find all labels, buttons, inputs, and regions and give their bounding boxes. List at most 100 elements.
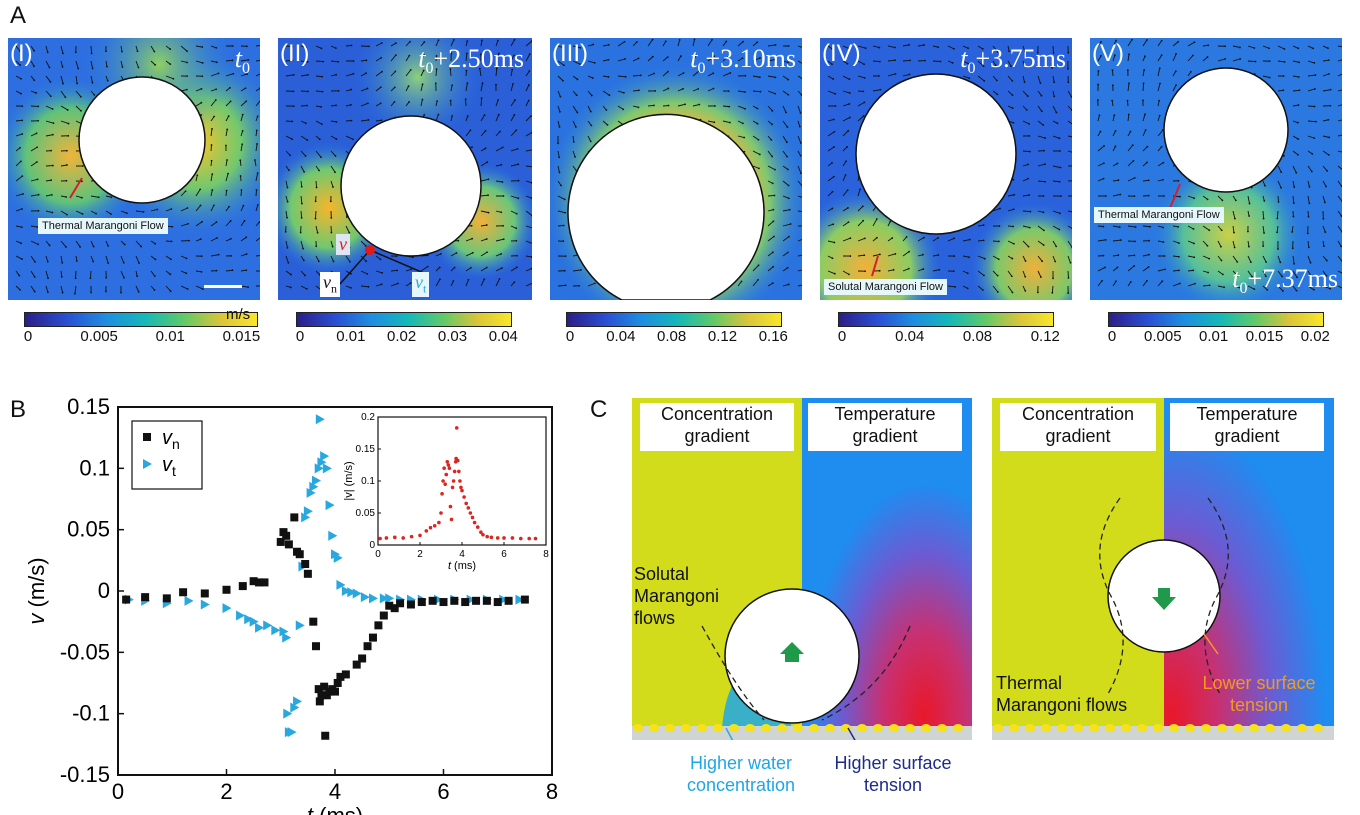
colorbar-tick: 0.005 bbox=[80, 328, 118, 345]
inset-point bbox=[470, 515, 475, 520]
inset-point bbox=[457, 469, 461, 474]
colorbar-1 bbox=[24, 312, 258, 327]
vn-point bbox=[320, 682, 329, 691]
colorbar-unit: m/s bbox=[226, 306, 251, 323]
colorbar-tick: 0.02 bbox=[387, 328, 417, 345]
b-xtick-label: 4 bbox=[329, 779, 341, 804]
panel-c-right-diagram bbox=[992, 398, 1334, 740]
c-left-temperature-header: Temperature gradient bbox=[808, 403, 962, 451]
colorbar-tick: 0.12 bbox=[707, 328, 738, 345]
panel-b-label: B bbox=[10, 396, 27, 423]
vn-point bbox=[417, 598, 426, 607]
vector-vt-label: vt bbox=[412, 272, 430, 297]
b-legend bbox=[131, 420, 203, 490]
panel-c-label: C bbox=[590, 396, 608, 423]
c-right-temperature-header: Temperature gradient bbox=[1170, 403, 1324, 451]
inset-xtick-label: 8 bbox=[543, 549, 549, 560]
vt-point bbox=[368, 593, 378, 604]
inset-point bbox=[442, 466, 446, 470]
inset-point bbox=[401, 536, 406, 540]
colorbar-tick: 0.02 bbox=[1300, 328, 1330, 345]
vt-point bbox=[385, 593, 395, 604]
vn-point bbox=[385, 601, 394, 610]
inset-xtick-label: 0 bbox=[375, 549, 381, 560]
legend-vt-marker bbox=[143, 459, 152, 469]
vt-point bbox=[301, 512, 311, 523]
inset-point bbox=[481, 532, 485, 537]
inset-xtick-label: 6 bbox=[501, 549, 507, 560]
vt-point bbox=[293, 696, 303, 707]
b-ytick-label: 0.15 bbox=[67, 395, 110, 419]
vn-point bbox=[122, 595, 131, 604]
inset-point bbox=[384, 536, 389, 540]
inset-frame bbox=[377, 416, 547, 546]
inset-point bbox=[418, 533, 422, 538]
colorbar-tick: 0.08 bbox=[962, 328, 993, 345]
inset-point bbox=[393, 535, 397, 540]
inset-ytick-label: 0.1 bbox=[361, 476, 375, 487]
vt-point bbox=[295, 620, 305, 631]
callout-thermal-5: Thermal Marangoni Flow bbox=[1094, 207, 1224, 223]
vt-point bbox=[320, 451, 330, 462]
c-left-solutal-label: Solutal Marangoni flows bbox=[634, 564, 720, 628]
inset-point bbox=[432, 524, 437, 528]
vt-point bbox=[317, 457, 327, 468]
vt-point bbox=[352, 588, 362, 599]
vt-point bbox=[515, 594, 525, 605]
inset-point bbox=[437, 520, 441, 525]
colorbar-tick: 0.015 bbox=[1245, 328, 1284, 345]
callout-thermal-1: Thermal Marangoni Flow bbox=[38, 218, 168, 234]
vn-point bbox=[315, 697, 324, 706]
inset-point bbox=[464, 501, 469, 506]
frame-1-time: t0 bbox=[234, 44, 250, 78]
vn-point bbox=[249, 577, 258, 586]
colorbar-tick: 0.015 bbox=[222, 328, 261, 345]
vt-point bbox=[322, 463, 332, 474]
vt-point bbox=[222, 603, 232, 614]
vn-point bbox=[282, 531, 291, 540]
vt-point bbox=[315, 414, 325, 425]
inset-point bbox=[479, 530, 483, 534]
c-right-concentration-header: Concentration gradient bbox=[1000, 403, 1156, 451]
vn-point bbox=[368, 633, 377, 642]
frame-3-time: t0+3.10ms bbox=[690, 44, 796, 78]
inset-point bbox=[452, 469, 457, 474]
b-xtick-label: 8 bbox=[546, 779, 558, 804]
vn-point bbox=[238, 582, 247, 591]
vt-point bbox=[312, 475, 322, 486]
vn-point bbox=[314, 685, 323, 694]
inset-xtick-label: 4 bbox=[459, 549, 465, 560]
c-left-higher-water-label: Higher water concentration bbox=[686, 753, 796, 795]
b-ytick-label: 0.05 bbox=[67, 517, 110, 542]
vn-point bbox=[472, 596, 481, 605]
inset-point bbox=[450, 485, 455, 490]
vn-point bbox=[260, 578, 269, 587]
inset-point bbox=[460, 488, 464, 493]
b-ytick-label: 0.1 bbox=[79, 455, 110, 480]
vt-point bbox=[306, 487, 316, 498]
vn-point bbox=[390, 604, 399, 613]
b-ytick-label: 0 bbox=[98, 578, 110, 603]
inset-point bbox=[409, 534, 414, 539]
vn-point bbox=[179, 588, 188, 597]
flow-frame-2: (II) t0+2.50ms v vn vt bbox=[278, 38, 532, 300]
colorbar-tick: 0 bbox=[295, 328, 305, 345]
flow-field-5 bbox=[1090, 38, 1342, 300]
vn-point bbox=[461, 598, 470, 607]
vt-point bbox=[290, 702, 300, 713]
colorbar-tick: 0.12 bbox=[1030, 328, 1060, 345]
vn-point bbox=[450, 596, 459, 605]
vn-point bbox=[341, 670, 350, 679]
inset-point bbox=[440, 492, 444, 496]
vn-point bbox=[406, 600, 415, 609]
frame-4-roman: (IV) bbox=[822, 40, 861, 67]
vt-point bbox=[255, 622, 265, 633]
b-xtick-label: 6 bbox=[437, 779, 449, 804]
inset-point bbox=[451, 479, 456, 483]
c-right-lower-tension-label: Lower surface tension bbox=[1202, 673, 1316, 715]
inset-point bbox=[446, 463, 451, 467]
colorbar-tick: 0 bbox=[565, 328, 575, 345]
vt-point bbox=[263, 620, 273, 631]
vt-point bbox=[336, 579, 346, 590]
colorbar-tick: 0.01 bbox=[1199, 328, 1229, 345]
